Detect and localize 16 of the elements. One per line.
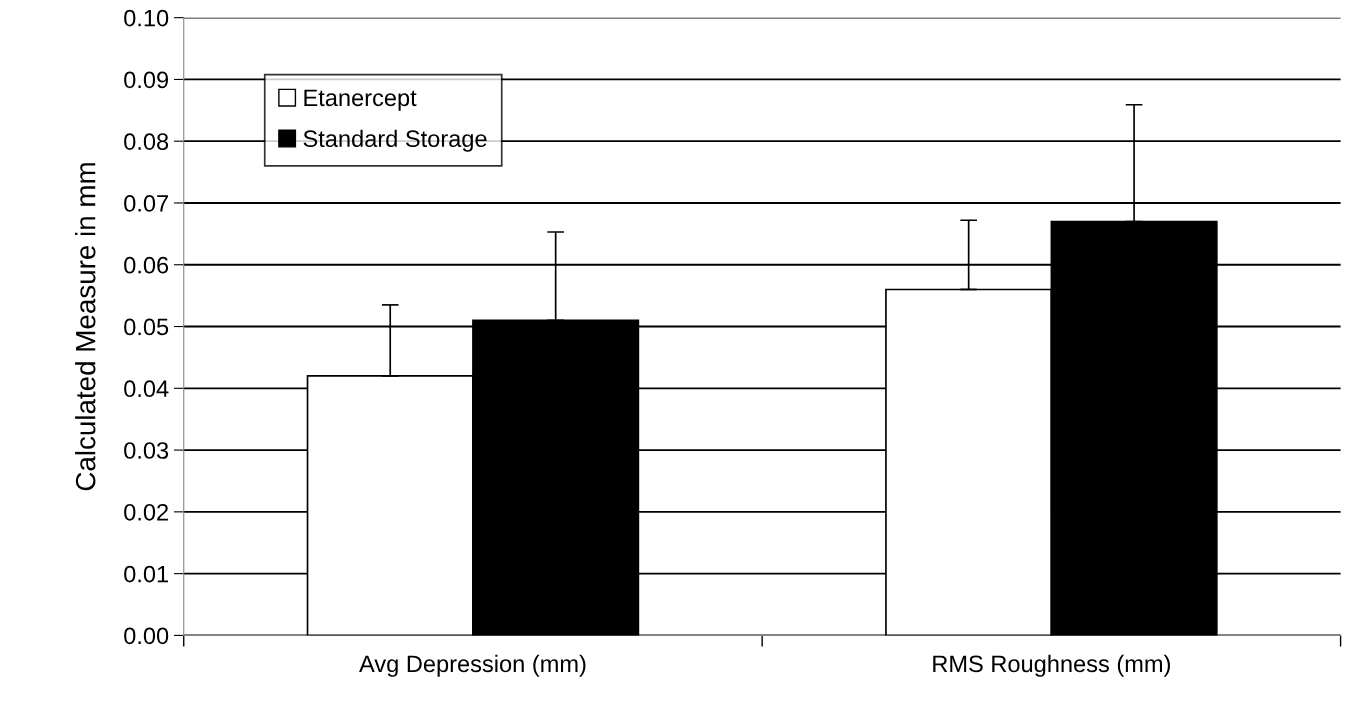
y-tick-label: 0.09 xyxy=(124,71,169,89)
y-tick-label: 0.03 xyxy=(124,442,169,459)
y-tick-label: 0.01 xyxy=(124,565,168,583)
y-tick-label: 0.04 xyxy=(124,380,169,398)
legend-label: Standard Storage xyxy=(303,129,487,152)
y-tick-label: 0.10 xyxy=(124,9,169,27)
y-tick-label: 0.07 xyxy=(124,195,168,212)
y-tick-label: 0.00 xyxy=(124,627,169,645)
x-tick-label: Avg Depression (mm) xyxy=(359,654,586,677)
y-axis-title: Calculated Measure in mm xyxy=(75,163,96,491)
x-tick-label: RMS Roughness (mm) xyxy=(933,654,1170,677)
y-tick-label: 0.05 xyxy=(124,318,169,336)
y-tick-label: 0.08 xyxy=(124,133,169,150)
y-tick-label: 0.06 xyxy=(124,256,169,274)
legend-label: Etanercept xyxy=(304,89,417,111)
y-tick-label: 0.02 xyxy=(124,503,168,521)
